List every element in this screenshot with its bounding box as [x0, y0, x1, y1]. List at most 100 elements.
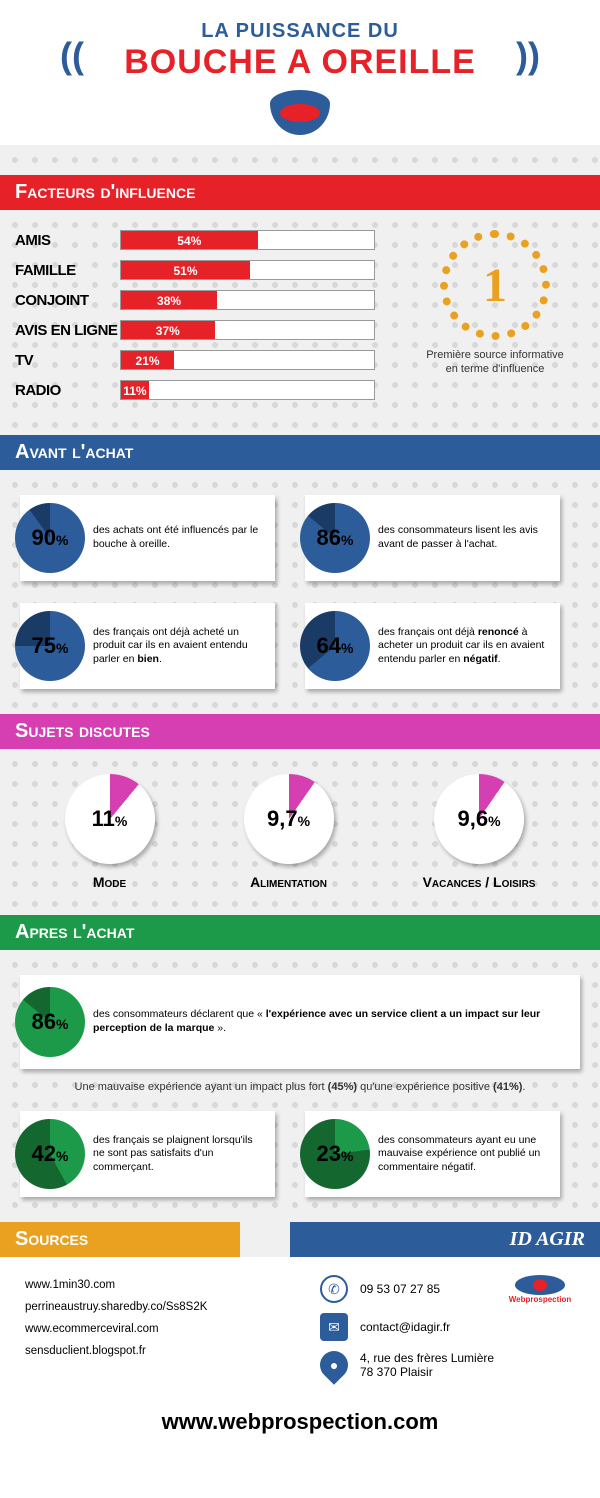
- topic-pie: 9,6%: [434, 774, 524, 864]
- topic: 11% Mode: [65, 774, 155, 890]
- stat-card: 86% des consommateurs lisent les avis av…: [305, 495, 560, 581]
- source-link: www.1min30.com: [25, 1275, 280, 1297]
- footer-body: www.1min30.comperrineaustruy.sharedby.co…: [0, 1257, 600, 1399]
- bar-track: 37%: [120, 320, 375, 340]
- footer-header-row: Sources ID AGIR: [0, 1222, 600, 1257]
- badge-caption: Première source informative en terme d'i…: [420, 348, 570, 377]
- topic-value: 9,7: [267, 806, 298, 831]
- bar-row: CONJOINT 38%: [15, 290, 375, 310]
- bar-fill: 38%: [121, 291, 217, 309]
- section2-body: 90% des achats ont été influencés par le…: [0, 470, 600, 714]
- stat-value: 23: [317, 1141, 341, 1166]
- title-line2: BOUCHE A OREILLE: [0, 43, 600, 82]
- section3-body: 11% Mode 9,7% Alimentation 9,6% Vacances…: [0, 749, 600, 915]
- idagir-header: ID AGIR: [290, 1222, 600, 1257]
- bar-track: 38%: [120, 290, 375, 310]
- stat-card: 23% des consommateurs ayant eu une mauva…: [305, 1111, 560, 1197]
- pie-icon: 23%: [300, 1119, 370, 1189]
- topic-pie: 9,7%: [244, 774, 334, 864]
- section1-header: Facteurs d'influence: [0, 175, 600, 210]
- source-link: www.ecommerceviral.com: [25, 1319, 280, 1341]
- stat-text: des achats ont été influencés par le bou…: [93, 524, 265, 551]
- section2-header: Avant l'achat: [0, 435, 600, 470]
- pie-icon: 42%: [15, 1119, 85, 1189]
- mouth-icon: [270, 90, 330, 135]
- section1-body: AMIS 54% FAMILLE 51% CONJOINT 38% AVIS E…: [0, 210, 600, 435]
- note-text: Une mauvaise expérience ayant un impact …: [20, 1081, 580, 1093]
- stat-card: 42% des français se plaignent lorsqu'ils…: [20, 1111, 275, 1197]
- section4-body: 86% des consommateurs déclarent que « l'…: [0, 950, 600, 1222]
- section4-header: Apres l'achat: [0, 915, 600, 950]
- bar-track: 54%: [120, 230, 375, 250]
- rank-badge: 1 Première source informative en terme d…: [420, 230, 570, 377]
- topic-value: 11: [92, 806, 115, 831]
- bar-track: 51%: [120, 260, 375, 280]
- stat-card: 75% des français ont déjà acheté un prod…: [20, 603, 275, 689]
- stat-value: 75: [32, 633, 56, 658]
- bar-fill: 54%: [121, 231, 258, 249]
- bar-row: TV 21%: [15, 350, 375, 370]
- dots-divider: [0, 145, 600, 175]
- sound-waves-right-icon: )): [516, 35, 540, 77]
- bar-row: FAMILLE 51%: [15, 260, 375, 280]
- stat-card-big: 86% des consommateurs déclarent que « l'…: [20, 975, 580, 1069]
- bar-label: TV: [15, 352, 120, 369]
- pie-icon: 86%: [15, 987, 85, 1057]
- bar-row: AVIS EN LIGNE 37%: [15, 320, 375, 340]
- stat-card: 64% des français ont déjà renoncé à ache…: [305, 603, 560, 689]
- pie-icon: 75%: [15, 611, 85, 681]
- bar-row: RADIO 11%: [15, 380, 375, 400]
- phone-icon: ✆: [320, 1275, 348, 1303]
- bar-chart: AMIS 54% FAMILLE 51% CONJOINT 38% AVIS E…: [15, 230, 375, 400]
- topic-label: Mode: [65, 874, 155, 890]
- stat-text: des consommateurs ayant eu une mauvaise …: [378, 1134, 550, 1175]
- stat-value: 42: [32, 1141, 56, 1166]
- bar-label: RADIO: [15, 382, 120, 399]
- mail-icon: ✉: [320, 1313, 348, 1341]
- bar-track: 21%: [120, 350, 375, 370]
- topic-value: 9,6: [458, 806, 489, 831]
- topic: 9,6% Vacances / Loisirs: [423, 774, 536, 890]
- topic: 9,7% Alimentation: [244, 774, 334, 890]
- bar-label: AMIS: [15, 232, 120, 249]
- stat-text: des consommateurs lisent les avis avant …: [378, 524, 550, 551]
- topic-label: Alimentation: [244, 874, 334, 890]
- stat-value: 86: [32, 1009, 56, 1034]
- stat-value: 64: [317, 633, 341, 658]
- contact-address: ● 4, rue des frères Lumière78 370 Plaisi…: [320, 1351, 575, 1379]
- bar-label: FAMILLE: [15, 262, 120, 279]
- pie-icon: 64%: [300, 611, 370, 681]
- bar-label: CONJOINT: [15, 292, 120, 309]
- stat-text: des français se plaignent lorsqu'ils ne …: [93, 1134, 265, 1175]
- website-url: www.webprospection.com: [0, 1399, 600, 1453]
- title-line1: LA PUISSANCE DU: [0, 20, 600, 43]
- sources-header: Sources: [0, 1222, 240, 1257]
- bar-row: AMIS 54%: [15, 230, 375, 250]
- topic-pie: 11%: [65, 774, 155, 864]
- header: (( )) LA PUISSANCE DU BOUCHE A OREILLE: [0, 0, 600, 145]
- bar-track: 11%: [120, 380, 375, 400]
- location-icon: ●: [314, 1345, 354, 1385]
- infographic-container: (( )) LA PUISSANCE DU BOUCHE A OREILLE F…: [0, 0, 600, 1453]
- bar-label: AVIS EN LIGNE: [15, 322, 120, 339]
- sound-waves-left-icon: ((: [60, 35, 84, 77]
- bar-fill: 37%: [121, 321, 215, 339]
- bar-fill: 11%: [121, 381, 149, 399]
- topic-label: Vacances / Loisirs: [423, 874, 536, 890]
- stat-text: des consommateurs déclarent que « l'expé…: [93, 1008, 565, 1035]
- stat-value: 86: [317, 525, 341, 550]
- bar-fill: 51%: [121, 261, 250, 279]
- sources-list: www.1min30.comperrineaustruy.sharedby.co…: [25, 1275, 280, 1389]
- stat-value: 90: [32, 525, 56, 550]
- bar-fill: 21%: [121, 351, 174, 369]
- contact-block: Webprospection ✆ 09 53 07 27 85 ✉ contac…: [320, 1275, 575, 1389]
- stat-text: des français ont déjà renoncé à acheter …: [378, 626, 550, 667]
- company-logo: Webprospection: [505, 1275, 575, 1315]
- section3-header: Sujets discutes: [0, 714, 600, 749]
- section4-row: 42% des français se plaignent lorsqu'ils…: [20, 1111, 580, 1197]
- pie-icon: 86%: [300, 503, 370, 573]
- badge-number: 1: [483, 258, 507, 313]
- pie-icon: 90%: [15, 503, 85, 573]
- stat-card: 90% des achats ont été influencés par le…: [20, 495, 275, 581]
- contact-phone: ✆ 09 53 07 27 85: [320, 1275, 505, 1303]
